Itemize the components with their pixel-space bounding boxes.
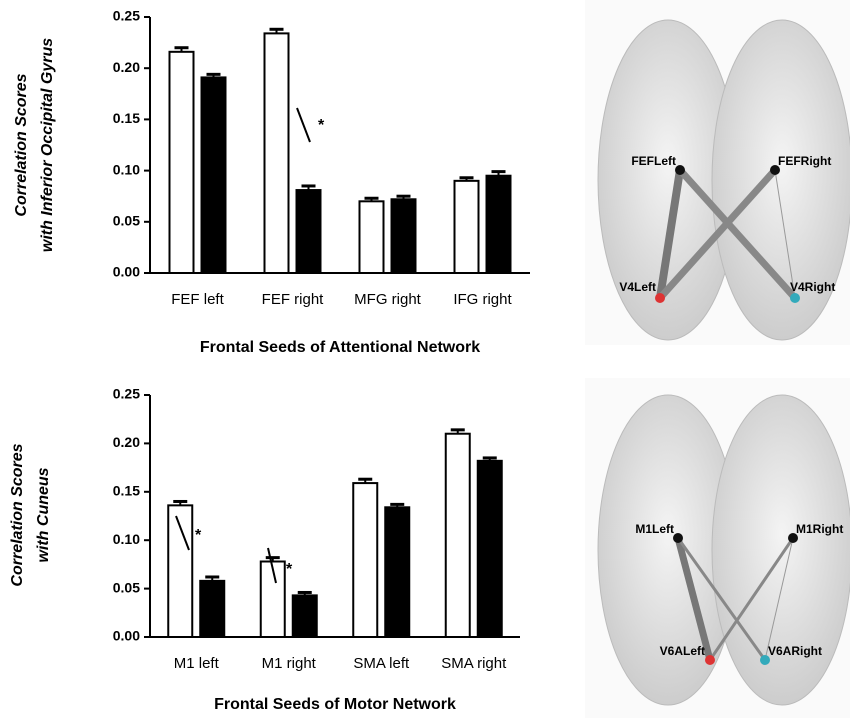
error-bar [174, 46, 189, 52]
x-axis-title: Frontal Seeds of Attentional Network [200, 339, 480, 356]
bar [200, 76, 227, 274]
y-tick-label: 0.10 [113, 161, 140, 177]
y-tick-label: 0.00 [113, 628, 140, 644]
error-bar [450, 428, 465, 434]
y-axis-title: Correlation Scores [13, 73, 30, 216]
connection [708, 537, 795, 661]
bar [485, 174, 512, 274]
node [760, 655, 770, 665]
node [673, 533, 683, 543]
x-tick-label: M1 left [174, 655, 220, 672]
bar [259, 560, 286, 638]
y-tick-label: 0.20 [113, 434, 140, 450]
bar [384, 506, 411, 638]
y-axis-title: with Inferior Occipital Gyrus [39, 38, 56, 252]
x-tick-label: FEF right [262, 291, 325, 308]
error-bar [364, 196, 379, 202]
hemisphere [711, 19, 850, 341]
x-axis-title: Frontal Seeds of Motor Network [214, 696, 456, 713]
brain-map: M1Left M1Right V6ALeft V6ARight [585, 378, 850, 718]
bar [390, 198, 417, 274]
y-tick-label: 0.05 [113, 579, 140, 595]
bar [358, 200, 385, 275]
error-bar [173, 499, 188, 506]
error-bar [205, 575, 220, 581]
y-tick-label: 0.10 [113, 531, 140, 547]
bar [444, 432, 471, 638]
connection [677, 167, 798, 301]
significance-line [175, 515, 190, 551]
significance-marker: * [286, 561, 293, 578]
bar [263, 32, 290, 274]
x-tick-label: FEF left [171, 291, 224, 308]
error-bar [269, 27, 284, 34]
node [770, 165, 780, 175]
significance-line [267, 547, 277, 584]
y-tick-label: 0.15 [113, 110, 140, 126]
connection [774, 169, 796, 299]
error-bar [206, 72, 221, 78]
connection [764, 537, 794, 661]
y-tick-label: 0.00 [113, 264, 140, 280]
node-label: M1Right [796, 522, 843, 536]
x-tick-label: MFG right [354, 291, 422, 308]
y-tick-label: 0.05 [113, 213, 140, 229]
error-bar [297, 590, 312, 596]
x-tick-label: IFG right [453, 291, 512, 308]
node [705, 655, 715, 665]
y-tick-label: 0.20 [113, 59, 140, 75]
node-label: FEFLeft [631, 154, 676, 168]
bar [199, 579, 226, 639]
connection [676, 537, 767, 661]
significance-marker: * [195, 527, 202, 544]
node-label: M1Left [635, 522, 674, 536]
x-tick-label: M1 right [262, 655, 317, 672]
error-bar [482, 456, 497, 461]
significance-marker: * [318, 117, 325, 134]
brain-map: FEFLeft FEFRight V4Left V4Right [585, 0, 850, 345]
error-bar [491, 170, 506, 176]
x-tick-label: SMA right [441, 655, 507, 672]
bar [168, 50, 195, 275]
error-bar [301, 184, 316, 191]
node-label: V6ARight [768, 644, 822, 658]
bar [291, 594, 318, 638]
node-label: V4Right [790, 280, 835, 294]
y-axis-title: with Cuneus [35, 467, 52, 562]
bar [453, 179, 480, 274]
bar [352, 482, 379, 639]
bar [476, 459, 503, 638]
node-label: FEFRight [778, 154, 831, 168]
hemisphere [711, 394, 850, 706]
connection [656, 169, 684, 299]
node [675, 165, 685, 175]
error-bar [358, 477, 373, 484]
y-tick-label: 0.15 [113, 483, 140, 499]
bar [295, 189, 322, 274]
y-tick-label: 0.25 [113, 8, 140, 24]
connection [674, 537, 714, 661]
significance-line [296, 107, 311, 143]
error-bar [459, 176, 474, 181]
error-bar [396, 194, 411, 200]
error-bar [265, 556, 280, 562]
connection [657, 167, 778, 301]
x-tick-label: SMA left [353, 655, 410, 672]
node [790, 293, 800, 303]
node-label: V4Left [619, 280, 656, 294]
node-label: V6ALeft [660, 644, 705, 658]
node [655, 293, 665, 303]
y-axis-title: Correlation Scores [9, 443, 26, 586]
error-bar [390, 502, 405, 508]
node [788, 533, 798, 543]
y-tick-label: 0.25 [113, 386, 140, 402]
